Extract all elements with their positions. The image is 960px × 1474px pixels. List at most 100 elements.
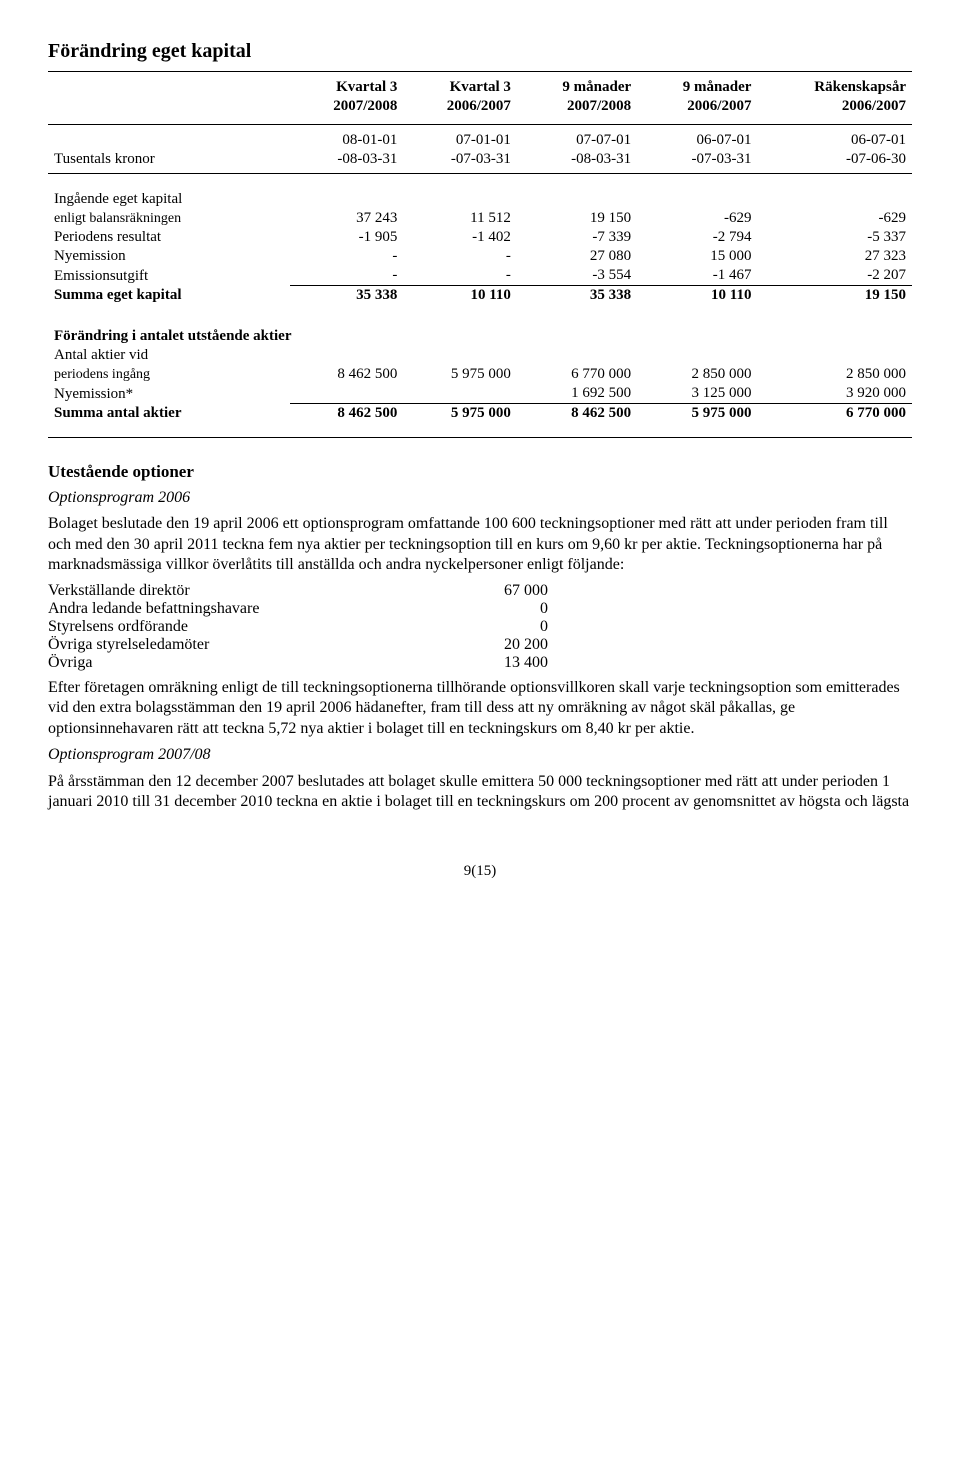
table-row: Periodens resultat -1 905 -1 402 -7 339 …: [48, 228, 912, 247]
cell: 10 110: [403, 286, 516, 306]
allocation-row: Övriga 13 400: [48, 654, 548, 672]
cell: -3 554: [517, 266, 637, 286]
shares-heading-row: Förändring i antalet utstående aktier: [48, 327, 912, 346]
alloc-label: Övriga: [48, 654, 458, 672]
row-label: Nyemission: [48, 247, 290, 266]
cell: 8 462 500: [517, 404, 637, 424]
cell: [290, 384, 403, 404]
col-header-row-2: 2007/2008 2006/2007 2007/2008 2006/2007 …: [48, 97, 912, 116]
cell: 35 338: [517, 286, 637, 306]
cell: -: [290, 247, 403, 266]
shares-heading: Förändring i antalet utstående aktier: [48, 327, 912, 346]
equity-table: Kvartal 3 Kvartal 3 9 månader 9 månader …: [48, 78, 912, 423]
table-row: Antal aktier vid: [48, 346, 912, 365]
cell: -629: [637, 209, 757, 228]
table-row-total: Summa antal aktier 8 462 500 5 975 000 8…: [48, 404, 912, 424]
page-number: 9(15): [48, 863, 912, 880]
period-cell: 07-01-01: [403, 131, 516, 150]
period-cell: -08-03-31: [517, 150, 637, 169]
rule: [48, 437, 912, 438]
table-row: Emissionsutgift - - -3 554 -1 467 -2 207: [48, 266, 912, 286]
period-cell: 06-07-01: [637, 131, 757, 150]
cell: -: [403, 247, 516, 266]
period-cell: 06-07-01: [757, 131, 912, 150]
table-row: Ingående eget kapital: [48, 190, 912, 209]
program-2006-text: Bolaget beslutade den 19 april 2006 ett …: [48, 514, 912, 575]
cell: [403, 384, 516, 404]
cell: 27 080: [517, 247, 637, 266]
cell: 8 462 500: [290, 365, 403, 384]
col-h: Räkenskapsår: [757, 78, 912, 97]
alloc-value: 0: [458, 618, 548, 636]
program-2008-title: Optionsprogram 2007/08: [48, 745, 912, 765]
cell: -1 905: [290, 228, 403, 247]
cell: -7 339: [517, 228, 637, 247]
col-h: Kvartal 3: [403, 78, 516, 97]
period-row-1: 08-01-01 07-01-01 07-07-01 06-07-01 06-0…: [48, 131, 912, 150]
period-cell: -07-03-31: [403, 150, 516, 169]
table-row: Nyemission* 1 692 500 3 125 000 3 920 00…: [48, 384, 912, 404]
col-h: 2006/2007: [403, 97, 516, 116]
cell: 5 975 000: [403, 404, 516, 424]
cell: -2 794: [637, 228, 757, 247]
cell: -629: [757, 209, 912, 228]
cell: 3 920 000: [757, 384, 912, 404]
rule-top: [48, 71, 912, 72]
cell: -5 337: [757, 228, 912, 247]
col-h: 9 månader: [517, 78, 637, 97]
table-row: Nyemission - - 27 080 15 000 27 323: [48, 247, 912, 266]
col-header-row-1: Kvartal 3 Kvartal 3 9 månader 9 månader …: [48, 78, 912, 97]
cell: 10 110: [637, 286, 757, 306]
col-h: 2007/2008: [290, 97, 403, 116]
program-2006-after: Efter företagen omräkning enligt de till…: [48, 678, 912, 739]
cell: 15 000: [637, 247, 757, 266]
cell: -1 402: [403, 228, 516, 247]
cell: 19 150: [757, 286, 912, 306]
period-cell: 08-01-01: [290, 131, 403, 150]
options-heading: Utestående optioner: [48, 462, 912, 482]
cell: 27 323: [757, 247, 912, 266]
alloc-value: 0: [458, 600, 548, 618]
cell: -1 467: [637, 266, 757, 286]
row-label: Nyemission*: [48, 384, 290, 404]
cell: -2 207: [757, 266, 912, 286]
col-h: Kvartal 3: [290, 78, 403, 97]
alloc-label: Andra ledande befattningshavare: [48, 600, 458, 618]
row-label: Tusentals kronor: [48, 150, 290, 169]
cell: 19 150: [517, 209, 637, 228]
cell: -: [290, 266, 403, 286]
cell: 6 770 000: [757, 404, 912, 424]
program-2006-title: Optionsprogram 2006: [48, 488, 912, 508]
alloc-value: 20 200: [458, 636, 548, 654]
table-row: enligt balansräkningen 37 243 11 512 19 …: [48, 209, 912, 228]
period-cell: -07-06-30: [757, 150, 912, 169]
alloc-label: Verkställande direktör: [48, 582, 458, 600]
alloc-label: Övriga styrelseledamöter: [48, 636, 458, 654]
cell: 2 850 000: [757, 365, 912, 384]
alloc-label: Styrelsens ordförande: [48, 618, 458, 636]
period-cell: -08-03-31: [290, 150, 403, 169]
cell: 5 975 000: [637, 404, 757, 424]
row-label: Summa antal aktier: [48, 404, 290, 424]
cell: -: [403, 266, 516, 286]
cell: 8 462 500: [290, 404, 403, 424]
period-cell: 07-07-01: [517, 131, 637, 150]
row-label: Antal aktier vid: [48, 346, 290, 365]
cell: 6 770 000: [517, 365, 637, 384]
period-row-2: Tusentals kronor -08-03-31 -07-03-31 -08…: [48, 150, 912, 169]
cell: 11 512: [403, 209, 516, 228]
allocation-row: Andra ledande befattningshavare 0: [48, 600, 548, 618]
row-sublabel: enligt balansräkningen: [48, 209, 290, 228]
cell: 2 850 000: [637, 365, 757, 384]
alloc-value: 13 400: [458, 654, 548, 672]
allocation-row: Verkställande direktör 67 000: [48, 582, 548, 600]
col-h: 2006/2007: [637, 97, 757, 116]
cell: 37 243: [290, 209, 403, 228]
program-2008-text: På årsstämman den 12 december 2007 beslu…: [48, 772, 912, 813]
alloc-value: 67 000: [458, 582, 548, 600]
col-h: 9 månader: [637, 78, 757, 97]
row-label: Periodens resultat: [48, 228, 290, 247]
row-label: Summa eget kapital: [48, 286, 290, 306]
cell: 3 125 000: [637, 384, 757, 404]
cell: 5 975 000: [403, 365, 516, 384]
